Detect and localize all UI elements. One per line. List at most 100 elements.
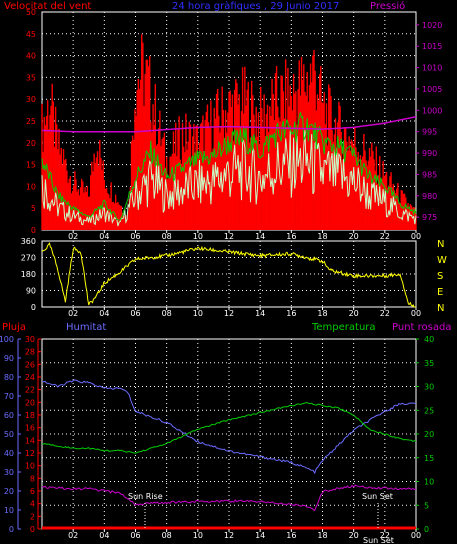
celsius-right-tick-label: 40 (424, 335, 434, 344)
direction-tick: 360 (21, 237, 36, 246)
direction-letter-n-top: N (437, 239, 444, 250)
direction-letter-e: E (437, 287, 443, 298)
x-tick-label: 08 (162, 309, 172, 318)
x-tick-label: 06 (130, 309, 140, 318)
temperature-label: Temperatura (311, 322, 376, 333)
humidity-label: Humitat (66, 322, 106, 333)
celsius-left-tick-label: 10 (25, 462, 35, 471)
celsius-left-tick-label: 20 (25, 398, 35, 407)
wind-direction-panel: 0 90 180 270 360 02 04 06 08 10 12 14 16 18 20 22 00 (21, 237, 421, 318)
sunrise-label: Sun Rise (128, 492, 163, 501)
humidity-tick-label: 30 (4, 468, 14, 477)
x-tick-label: 10 (193, 531, 203, 540)
wind-speed-tick: 35 (26, 73, 36, 82)
wind-speed-tick: 5 (31, 204, 36, 213)
humidity-tick-label: 60 (4, 411, 14, 420)
direction-tick: 270 (21, 254, 36, 263)
direction-tick: 180 (21, 270, 36, 279)
x-tick-label: 20 (349, 232, 359, 241)
x-tick-label: 14 (255, 531, 265, 540)
celsius-right-tick-label: 30 (424, 383, 434, 392)
humidity-tick-label: 70 (4, 392, 14, 401)
sunset-small-label: Sun Set (363, 536, 394, 544)
humidity-tick-label: 40 (4, 449, 14, 458)
x-tick-label: 16 (286, 531, 296, 540)
celsius-left-tick-label: 12 (25, 449, 35, 458)
dewpoint-label: Punt rosada (392, 322, 451, 333)
direction-axis: 0 90 180 270 360 (21, 237, 36, 312)
celsius-left-tick-label: 26 (25, 360, 35, 369)
celsius-left-tick-label: 18 (25, 411, 35, 420)
pressure-line (41, 115, 417, 133)
x-tick-label: 18 (317, 531, 327, 540)
x-tick-label: 10 (193, 309, 203, 318)
chart-subtitle: 24 hora gràfiques , 29 Junio 2017 (172, 0, 339, 12)
wind-speed-axis: 0 5 10 15 20 25 30 35 40 45 50 (26, 8, 36, 235)
celsius-right-tick-label: 35 (424, 359, 434, 368)
x-tick-label: 00 (411, 232, 421, 241)
pressure-tick-label: 980 (422, 192, 437, 201)
humidity-tick-label: 20 (4, 487, 14, 496)
x-tick-label: 04 (99, 309, 109, 318)
x-tick-label: 14 (255, 309, 265, 318)
celsius-left-tick-label: 16 (25, 424, 35, 433)
direction-tick: 0 (31, 303, 36, 312)
wind-speed-tick: 10 (26, 182, 36, 191)
celsius-right-tick-label: 25 (424, 406, 434, 415)
x-tick-label: 20 (349, 309, 359, 318)
temp-marks (41, 379, 417, 530)
humidity-tick-label: 100 (0, 335, 14, 344)
celsius-left-tick-label: 0 (30, 525, 35, 534)
panel2-x-axis: 02 04 06 08 10 12 14 16 18 20 22 00 (68, 307, 421, 318)
direction-line (41, 242, 416, 308)
wind-gust-line (41, 130, 417, 227)
x-tick-label: 12 (224, 531, 234, 540)
humidity-line (41, 379, 417, 475)
wind-speed-tick: 25 (26, 117, 36, 126)
pressure-tick-label: 1020 (422, 21, 442, 30)
humidity-tick-label: 50 (4, 430, 14, 439)
celsius-right-tick-label: 10 (424, 478, 434, 487)
pressure-tick-label: 1005 (422, 85, 442, 94)
celsius-left-tick-label: 6 (30, 487, 35, 496)
wind-speed-tick: 40 (26, 52, 36, 61)
dewpoint-line (41, 484, 417, 512)
pressure-tick-label: 975 (422, 213, 437, 222)
celsius-left-tick-label: 24 (25, 373, 35, 382)
pressure-axis: 975 980 985 990 995 1000 1005 1010 1015 1020 (416, 21, 442, 222)
x-tick-label: 22 (380, 232, 390, 241)
x-tick-label: 04 (99, 232, 109, 241)
wind-speed-tick: 0 (31, 226, 36, 235)
direction-letter-w: W (437, 255, 447, 266)
x-tick-label: 10 (193, 232, 203, 241)
pressure-tick-label: 995 (422, 128, 437, 137)
x-tick-label: 18 (317, 309, 327, 318)
direction-marks (41, 242, 416, 308)
x-tick-label: 22 (380, 309, 390, 318)
x-tick-label: 08 (162, 531, 172, 540)
x-tick-label: 00 (411, 309, 421, 318)
x-tick-label: 00 (411, 531, 421, 540)
humidity-tick-label: 10 (4, 506, 14, 515)
x-tick-label: 12 (224, 309, 234, 318)
x-tick-label: 06 (130, 232, 140, 241)
direction-tick: 90 (26, 287, 36, 296)
wind-speed-tick: 50 (26, 8, 36, 17)
wind-speed-tick: 45 (26, 30, 36, 39)
celsius-right-tick-label: 20 (424, 430, 434, 439)
humidity-tick-label: 90 (4, 354, 14, 363)
celsius-right-tick-label: 0 (424, 525, 429, 534)
sunset-label: Sun Set (362, 492, 393, 501)
x-tick-label: 22 (380, 531, 390, 540)
x-tick-label: 12 (224, 232, 234, 241)
direction-letter-n-bottom: N (437, 303, 444, 314)
direction-letter-s: S (437, 271, 443, 282)
celsius-left-tick-label: 30 (25, 335, 35, 344)
celsius-left-tick-label: 2 (30, 512, 35, 521)
panel1-x-axis: 02 04 06 08 10 12 14 16 18 20 22 00 (68, 230, 421, 241)
wind-speed-label: Velocitat del vent (4, 1, 91, 12)
